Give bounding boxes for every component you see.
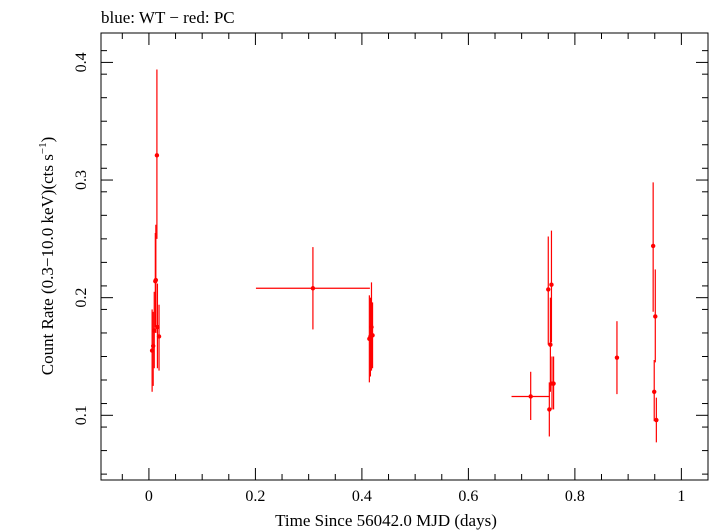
y-axis-label-exponent: −1 — [37, 142, 49, 154]
data-point — [650, 243, 656, 249]
data-point — [614, 355, 620, 360]
y-tick-label: 0.2 — [73, 288, 90, 308]
y-axis: 0.1 0.2 0.3 0.4 — [73, 50, 708, 475]
x-tick-label: 0.2 — [245, 488, 265, 505]
x-axis: 0 0.2 0.4 0.6 0.8 1 — [121, 33, 709, 505]
y-axis-label-main: Count Rate (0.3−10.0 keV)(cts s — [38, 154, 57, 375]
x-tick-label: 0.4 — [352, 488, 372, 505]
data-point — [370, 333, 375, 338]
series-pc — [149, 69, 659, 443]
x-tick-label: 0 — [145, 488, 153, 505]
plot-frame — [100, 32, 709, 481]
x-tick-label: 0.6 — [458, 488, 478, 505]
y-tick-label: 0.3 — [73, 170, 90, 190]
x-tick-label: 1 — [677, 488, 685, 505]
chart-title: blue: WT − red: PC — [101, 8, 235, 27]
data-point — [547, 407, 552, 412]
data-point — [156, 334, 162, 339]
data-point — [551, 381, 556, 386]
y-axis-label: Count Rate (0.3−10.0 keV)(cts s−1) — [37, 137, 57, 376]
data-point — [654, 417, 659, 423]
data-point — [548, 342, 553, 347]
x-axis-label: Time Since 56042.0 MJD (days) — [275, 511, 497, 530]
y-tick-label: 0.4 — [73, 52, 90, 72]
y-tick-label: 0.1 — [73, 405, 90, 425]
data-point — [153, 277, 159, 283]
data-point — [653, 314, 658, 319]
data-point — [310, 286, 316, 291]
data-point — [154, 153, 160, 158]
data-point — [549, 282, 554, 287]
data-point — [652, 389, 657, 394]
data-series-layer — [149, 69, 659, 443]
x-tick-label: 0.8 — [565, 488, 585, 505]
y-axis-label-close: ) — [38, 137, 57, 143]
data-point — [546, 287, 551, 292]
data-point — [528, 394, 533, 399]
